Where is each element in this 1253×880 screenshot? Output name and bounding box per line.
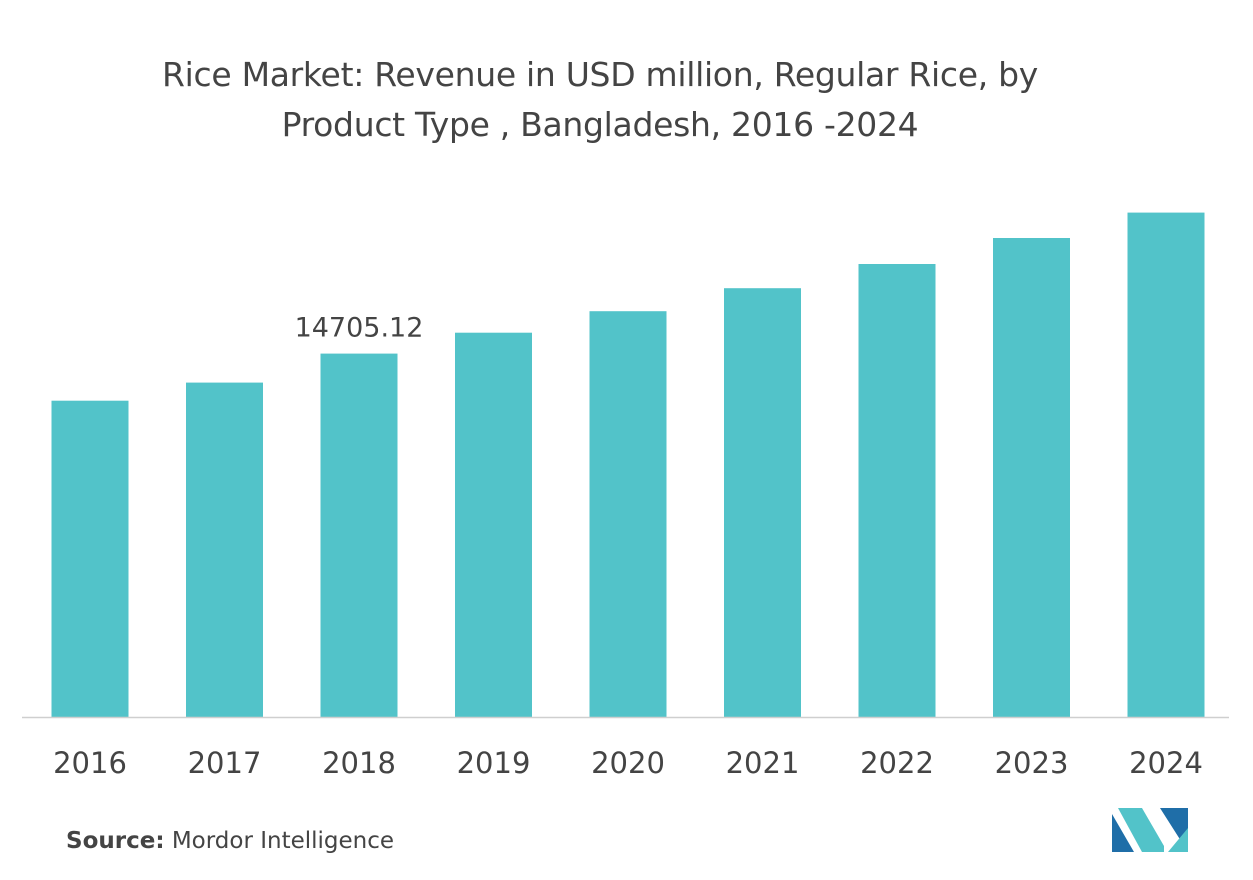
x-tick-label-2018: 2018 bbox=[322, 746, 396, 780]
x-tick-label-2024: 2024 bbox=[1129, 746, 1203, 780]
chart-title-line-1: Rice Market: Revenue in USD million, Reg… bbox=[162, 55, 1038, 94]
bar-2020 bbox=[589, 311, 667, 717]
bar-2024 bbox=[1127, 212, 1205, 717]
bar-2016 bbox=[51, 400, 129, 717]
logo-shape-2 bbox=[1118, 808, 1164, 852]
logo-shape-4 bbox=[1168, 828, 1188, 852]
mordor-intelligence-logo-icon bbox=[1112, 808, 1188, 852]
chart-title-line-2: Product Type , Bangladesh, 2016 -2024 bbox=[281, 105, 919, 144]
bar-2018 bbox=[320, 353, 398, 717]
x-tick-label-2017: 2017 bbox=[188, 746, 262, 780]
source-note: Source: Mordor Intelligence bbox=[66, 828, 394, 854]
logo-shape-1 bbox=[1112, 814, 1134, 852]
source-label: Source: bbox=[66, 828, 165, 854]
bar-2017 bbox=[186, 382, 263, 717]
x-tick-label-2016: 2016 bbox=[53, 746, 127, 780]
bar-2022 bbox=[858, 264, 936, 717]
chart-title: Rice Market: Revenue in USD million, Reg… bbox=[0, 50, 1200, 150]
bar-2019 bbox=[455, 332, 532, 717]
source-text: Mordor Intelligence bbox=[171, 828, 395, 854]
bar-2021 bbox=[724, 288, 801, 717]
x-tick-label-2023: 2023 bbox=[995, 746, 1069, 780]
bar-2023 bbox=[993, 238, 1070, 717]
x-tick-label-2019: 2019 bbox=[457, 746, 531, 780]
x-tick-label-2022: 2022 bbox=[860, 746, 934, 780]
data-label-2018: 14705.12 bbox=[295, 313, 424, 344]
x-tick-label-2021: 2021 bbox=[726, 746, 800, 780]
x-tick-label-2020: 2020 bbox=[591, 746, 665, 780]
